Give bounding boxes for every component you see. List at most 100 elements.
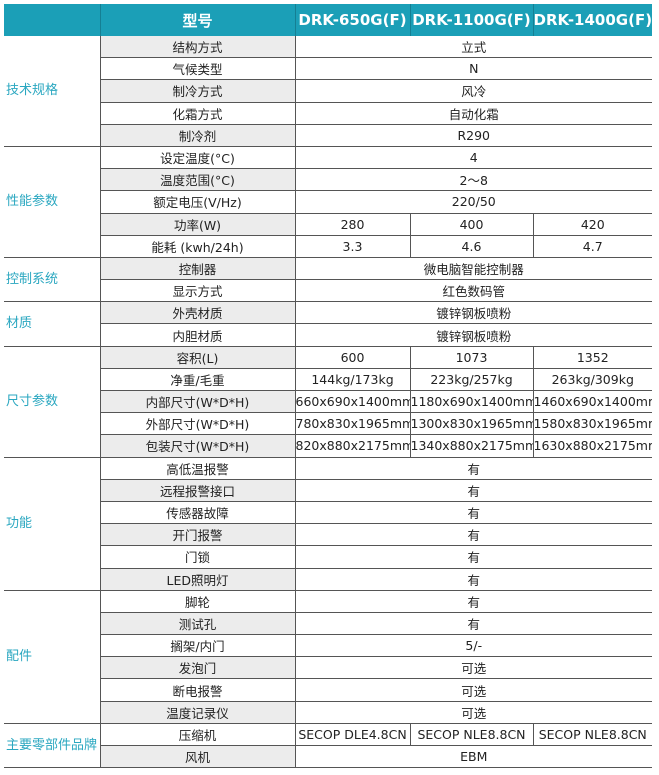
table-row: 尺寸参数 容积(L) 600 1073 1352 [4, 346, 652, 458]
table-row: 显示方式 红色数码管 [4, 279, 652, 303]
param-name: 测试孔 [99, 612, 296, 636]
param-value: 4 [294, 146, 652, 170]
param-name: 搁架/内门 [99, 634, 296, 658]
table-row: 远程报警接口有 [4, 479, 652, 502]
param-name: 容积(L) [99, 346, 296, 369]
param-value: 镀锌钢板喷粉 [294, 301, 652, 325]
param-value: 420 [532, 213, 652, 236]
param-value: 2～8 [294, 168, 652, 192]
param-name: 内胆材质 [99, 323, 296, 347]
param-value: 风冷 [294, 79, 652, 103]
category-label: 技术规格 [4, 36, 100, 147]
param-value: 280 [294, 213, 410, 236]
table-row: 发泡门 可选 [4, 656, 652, 680]
param-value: 780x830x1965mm [294, 412, 410, 436]
table-row: 温度范围(°C) 2～8 [4, 168, 652, 192]
param-name: 制冷剂 [99, 124, 296, 147]
param-value: 自动化霜 [294, 102, 652, 125]
param-value: 600 [294, 346, 410, 369]
param-value: 263kg/309kg [532, 368, 652, 392]
param-name: 控制器 [99, 257, 296, 281]
header-model: DRK-1400G(F) [532, 4, 652, 36]
param-value: 1073 [409, 346, 533, 369]
table-row: 额定电压(V/Hz) 220/50 [4, 190, 652, 214]
category-label: 主要零部件品牌 [4, 723, 100, 769]
param-value: 1180x690x1400mm [409, 390, 533, 414]
param-value: SECOP NLE8.8CN [532, 723, 652, 747]
category-label: 功能 [4, 457, 100, 591]
param-value: 有 [294, 545, 652, 569]
param-name: 压缩机 [99, 723, 296, 747]
param-name: 化霜方式 [99, 102, 296, 125]
param-name: 温度范围(°C) [99, 168, 296, 192]
table-row: 技术规格 结构方式 立式 [4, 36, 652, 147]
param-value: EBM [294, 745, 652, 769]
param-name: 额定电压(V/Hz) [99, 190, 296, 214]
param-name: 功率(W) [99, 213, 296, 236]
param-value: 有 [294, 590, 652, 613]
param-name: LED照明灯 [99, 568, 296, 591]
param-value: 1460x690x1400mm [532, 390, 652, 414]
param-value: 1630x880x2175mm [532, 434, 652, 458]
param-value: 镀锌钢板喷粉 [294, 323, 652, 347]
param-value: 可选 [294, 678, 652, 702]
param-name: 开门报警 [99, 523, 296, 547]
param-name: 设定温度(°C) [99, 146, 296, 170]
param-value: 1340x880x2175mm [409, 434, 533, 458]
param-value: 微电脑智能控制器 [294, 257, 652, 281]
param-value: 可选 [294, 701, 652, 724]
param-name: 远程报警接口 [99, 479, 296, 502]
header-row: 型号 DRK-650G(F) DRK-1100G(F) DRK-1400G(F) [4, 4, 652, 36]
table-row: 控制系统 控制器 微电脑智能控制器 [4, 257, 652, 303]
param-name: 显示方式 [99, 279, 296, 303]
table-row: 测试孔有 [4, 612, 652, 636]
param-value: 1300x830x1965mm [409, 412, 533, 436]
table-row: 温度记录仪 可选 [4, 701, 652, 724]
param-name: 温度记录仪 [99, 701, 296, 724]
param-value: 1352 [532, 346, 652, 369]
header-blank [4, 4, 100, 36]
param-value: 3.3 [294, 235, 410, 258]
param-value: 144kg/173kg [294, 368, 410, 392]
param-name: 净重/毛重 [99, 368, 296, 392]
param-value: 有 [294, 612, 652, 636]
param-value: 有 [294, 568, 652, 591]
param-name: 发泡门 [99, 656, 296, 680]
param-value: 有 [294, 479, 652, 502]
param-value: 223kg/257kg [409, 368, 533, 392]
header-model-label: 型号 [99, 4, 295, 36]
param-value: 820x880x2175mm [294, 434, 410, 458]
table-row: 性能参数 设定温度(°C) 4 [4, 146, 652, 258]
category-label: 控制系统 [4, 257, 100, 303]
param-value: SECOP DLE4.8CN [294, 723, 410, 747]
table-row: 门锁有 [4, 545, 652, 569]
param-value: 1580x830x1965mm [532, 412, 652, 436]
param-name: 制冷方式 [99, 79, 296, 103]
param-value: 220/50 [294, 190, 652, 214]
param-name: 风机 [99, 745, 296, 769]
table-row: 制冷方式 风冷 [4, 79, 652, 103]
table-row: 外部尺寸(W*D*H) 780x830x1965mm 1300x830x1965mm… [4, 412, 652, 436]
param-value: R290 [294, 124, 652, 147]
param-name: 传感器故障 [99, 501, 296, 525]
param-name: 能耗 (kwh/24h) [99, 235, 296, 258]
param-name: 脚轮 [99, 590, 296, 613]
param-name: 外部尺寸(W*D*H) [99, 412, 296, 436]
table-row: 传感器故障有 [4, 501, 652, 525]
category-label: 材质 [4, 301, 100, 347]
table-row: 内胆材质 镀锌钢板喷粉 [4, 323, 652, 347]
spec-table: 型号 DRK-650G(F) DRK-1100G(F) DRK-1400G(F)… [4, 4, 652, 769]
table-row: 制冷剂 R290 [4, 124, 652, 147]
table-row: 开门报警有 [4, 523, 652, 547]
table-row: 材质 外壳材质 镀锌钢板喷粉 [4, 301, 652, 347]
category-label: 尺寸参数 [4, 346, 100, 458]
table-row: 能耗 (kwh/24h) 3.3 4.6 4.7 [4, 235, 652, 258]
header-model: DRK-650G(F) [294, 4, 410, 36]
param-value: 有 [294, 457, 652, 480]
param-value: 有 [294, 501, 652, 525]
param-value: N [294, 57, 652, 81]
param-value: 有 [294, 523, 652, 547]
table-row: 风机 EBM [4, 745, 652, 769]
param-name: 内部尺寸(W*D*H) [99, 390, 296, 414]
